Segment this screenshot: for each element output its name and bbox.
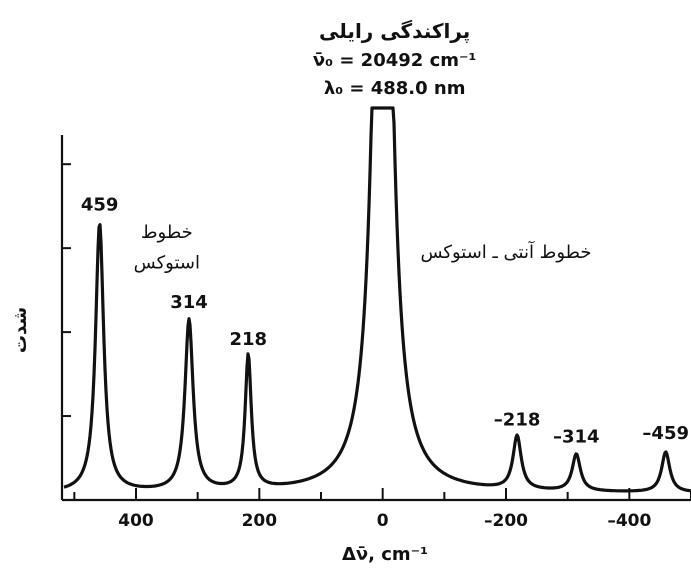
title-line: پراکندگی رایلی <box>319 19 470 44</box>
spectrum-series <box>63 106 691 493</box>
x-tick-label: –200 <box>484 511 528 531</box>
annotation-label: خطوط <box>141 222 193 243</box>
annotation-label: استوکس <box>134 252 200 273</box>
peak-label: –218 <box>494 410 541 431</box>
y-axis-label: شدت <box>10 307 31 353</box>
peak-label: 218 <box>229 329 267 350</box>
x-axis-label: Δν̄, cm⁻¹ <box>342 544 428 565</box>
peak-label: 314 <box>170 292 208 313</box>
axes <box>60 135 691 502</box>
spectrum-line <box>63 106 691 493</box>
title-line: λ₀ = 488.0 nm <box>324 78 466 99</box>
title-line: ν̄₀ = 20492 cm⁻¹ <box>313 50 476 71</box>
peak-label: –314 <box>553 426 600 447</box>
x-tick-label: 0 <box>377 511 389 531</box>
peak-label: –459 <box>642 423 689 444</box>
x-tick-label: –400 <box>607 511 651 531</box>
x-tick-label: 200 <box>242 511 278 531</box>
peak-label: 459 <box>81 195 119 216</box>
annotation-label: خطوط آنتی ـ استوکس <box>420 240 591 263</box>
x-tick-label: 400 <box>118 511 154 531</box>
chart-labels: 400 200 0 –200 –400 459 314 218 –218 –314 –459 پراک… <box>10 19 689 565</box>
